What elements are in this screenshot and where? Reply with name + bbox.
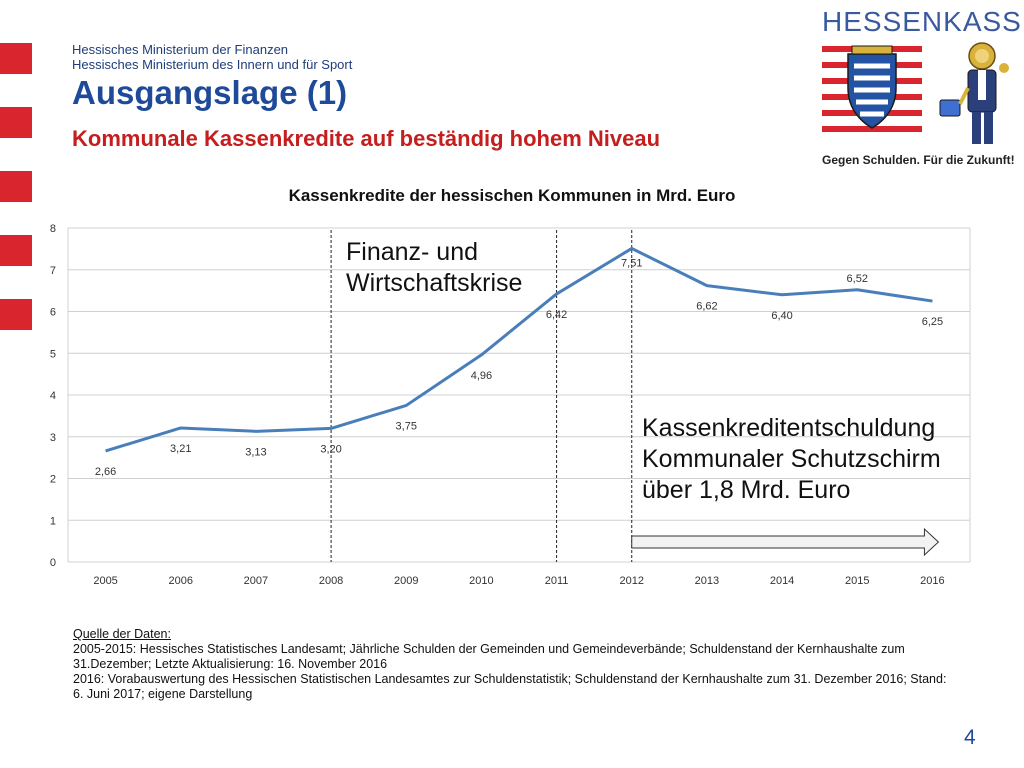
brand-slogan: Gegen Schulden. Für die Zukunft!	[822, 153, 1015, 167]
y-tick-label: 3	[50, 432, 56, 444]
y-tick-label: 0	[50, 557, 56, 569]
line-chart: 2,66 3,21 3,13 3,20 3,75 4,96 6,42 7,51 6,62 6,40…	[50, 223, 971, 587]
x-axis-ticks: 2005 2006 2007 2008 2009 2010 2011 2012 2013 2014…	[93, 575, 944, 587]
annotation-schutzschirm-line-2: Kommunaler Schutzschirm	[642, 445, 941, 473]
data-label: 6,25	[922, 316, 943, 328]
chart-grid	[67, 227, 971, 563]
x-tick-label: 2010	[469, 575, 493, 587]
page-title: Ausgangslage (1)	[72, 74, 348, 111]
data-source: Quelle der Daten: 2005-2015: Hessisches …	[73, 627, 953, 702]
arrow-shape	[631, 527, 940, 557]
y-tick-label: 8	[50, 223, 56, 235]
x-tick-label: 2016	[920, 575, 944, 587]
brand-name: HESSENKASSE	[822, 6, 1024, 37]
page-number: 4	[964, 726, 976, 749]
annotation-finanzkrise-line-1: Finanz- und	[346, 238, 479, 266]
ministry-line-1: Hessisches Ministerium der Finanzen	[72, 42, 289, 57]
x-tick-label: 2005	[93, 575, 117, 587]
data-labels: 2,66 3,21 3,13 3,20 3,75 4,96 6,42 7,51 6,62 6,40…	[95, 257, 943, 477]
lion-mascot-icon	[939, 42, 1009, 144]
year-markers	[330, 230, 633, 562]
x-tick-label: 2013	[695, 575, 719, 587]
annotation-schutzschirm-line-3: über 1,8 Mrd. Euro	[642, 476, 851, 504]
x-tick-label: 2011	[545, 575, 569, 587]
decorative-bar	[0, 299, 32, 330]
annotation-finanzkrise-line-2: Wirtschaftskrise	[346, 269, 523, 297]
decorative-bar	[0, 43, 32, 74]
x-tick-label: 2012	[620, 575, 644, 587]
x-tick-label: 2007	[244, 575, 268, 587]
annotation-schutzschirm-line-1: Kassenkreditentschuldung	[642, 414, 936, 442]
x-tick-label: 2006	[169, 575, 193, 587]
data-label: 3,20	[320, 443, 341, 455]
y-tick-label: 4	[50, 390, 56, 402]
decorative-bar	[0, 235, 32, 266]
page-subtitle: Kommunale Kassenkredite auf beständig ho…	[72, 126, 661, 151]
decorative-bar	[0, 107, 32, 138]
y-tick-label: 1	[50, 515, 56, 527]
data-label: 3,13	[245, 446, 266, 458]
ministry-line-2: Hessisches Ministerium des Innern und fü…	[72, 57, 353, 72]
data-label: 6,52	[847, 273, 868, 285]
x-tick-label: 2015	[845, 575, 869, 587]
source-line-2: 2016: Vorabauswertung des Hessischen Sta…	[73, 672, 947, 701]
y-tick-label: 7	[50, 265, 56, 277]
x-tick-label: 2008	[319, 575, 343, 587]
data-label: 2,66	[95, 466, 116, 478]
annotation-schutzschirm: Kassenkreditentschuldung Kommunaler Schu…	[642, 413, 941, 506]
y-tick-label: 6	[50, 307, 56, 319]
data-label: 6,40	[771, 310, 792, 322]
y-tick-label: 2	[50, 474, 56, 486]
x-tick-label: 2009	[394, 575, 418, 587]
brand-logo	[818, 40, 1018, 152]
x-tick-label: 2014	[770, 575, 794, 587]
y-tick-label: 5	[50, 348, 56, 360]
data-label: 3,75	[396, 420, 417, 432]
source-line-1: 2005-2015: Hessisches Statistisches Land…	[73, 642, 905, 671]
y-axis-ticks: 0 1 2 3 4 5 6 7 8	[50, 223, 56, 569]
data-label: 7,51	[621, 257, 642, 269]
data-label: 4,96	[471, 370, 492, 382]
decorative-bar	[0, 171, 32, 202]
schutzschirm-arrow	[631, 527, 940, 557]
series-line	[105, 246, 933, 453]
source-heading: Quelle der Daten:	[73, 627, 171, 641]
data-label: 6,62	[696, 301, 717, 313]
chart-title: Kassenkredite der hessischen Kommunen in…	[288, 186, 736, 205]
data-line	[105, 246, 933, 453]
data-label: 6,42	[546, 309, 567, 321]
annotation-finanzkrise: Finanz- und Wirtschaftskrise	[346, 237, 522, 299]
hessen-coat-of-arms-icon	[822, 45, 922, 132]
data-label: 3,21	[170, 443, 191, 455]
